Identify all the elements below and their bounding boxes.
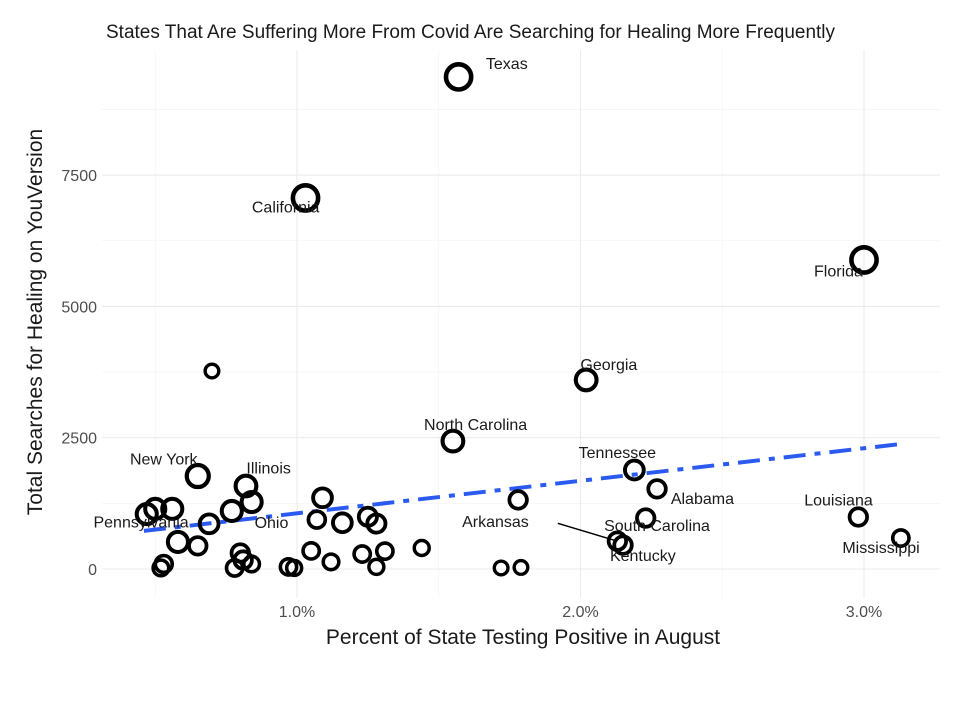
point xyxy=(239,489,264,515)
point-california xyxy=(290,183,321,213)
point-label: Louisiana xyxy=(804,492,873,509)
point xyxy=(151,558,171,578)
point-label: North Carolina xyxy=(424,417,527,434)
point-alabama xyxy=(646,478,668,500)
y-axis-title: Total Searches for Healing on YouVersion xyxy=(24,129,47,515)
point-new-york xyxy=(184,462,211,490)
label-connector xyxy=(557,522,618,542)
y-tick-label: 0 xyxy=(88,562,97,579)
point xyxy=(224,558,245,578)
point-illinois xyxy=(233,473,259,499)
point xyxy=(143,496,168,521)
point xyxy=(165,529,190,555)
point xyxy=(367,557,386,577)
y-tick-label: 2500 xyxy=(61,431,97,448)
point xyxy=(321,552,341,572)
point-florida xyxy=(849,245,879,275)
point-label: Illinois xyxy=(246,460,290,477)
point-tennessee xyxy=(623,458,646,482)
point-label: Mississippi xyxy=(842,540,919,557)
point xyxy=(197,512,221,536)
x-tick-label: 3.0% xyxy=(846,604,882,621)
y-tick-label: 7500 xyxy=(61,168,97,185)
point xyxy=(374,541,395,562)
point xyxy=(512,558,530,576)
point-label: Alabama xyxy=(671,491,734,508)
x-tick-label: 2.0% xyxy=(562,604,598,621)
point-label: Tennessee xyxy=(579,445,656,462)
point-georgia xyxy=(573,367,599,393)
point xyxy=(331,511,354,535)
point-label: Florida xyxy=(814,263,863,280)
point-label: Ohio xyxy=(255,515,289,532)
x-axis-title: Percent of State Testing Positive in Aug… xyxy=(326,626,720,649)
point-label: Georgia xyxy=(580,357,637,374)
point-label: California xyxy=(252,199,320,216)
point xyxy=(311,486,334,510)
point xyxy=(187,535,209,557)
point-louisiana xyxy=(847,506,869,528)
point xyxy=(301,540,322,561)
point xyxy=(203,362,221,380)
point-mississippi xyxy=(890,528,911,548)
point-arkansas xyxy=(507,489,529,511)
y-tick-label: 5000 xyxy=(61,299,97,316)
point xyxy=(412,538,431,558)
point xyxy=(352,544,373,564)
point xyxy=(492,559,510,577)
point-label: Texas xyxy=(486,56,528,73)
point xyxy=(365,512,388,535)
point-labels-group: Texas California Florida Georgia North Carol… xyxy=(93,56,919,565)
x-tick-label: 1.0% xyxy=(279,604,315,621)
point-label: Pennsylvania xyxy=(93,515,188,532)
point-north-carolina xyxy=(440,428,466,454)
point-label: South Carolina xyxy=(604,518,710,535)
trend-line xyxy=(143,442,902,533)
point xyxy=(242,554,262,574)
point xyxy=(284,558,304,578)
point-label: Kentucky xyxy=(610,548,676,565)
trend-line-group xyxy=(143,442,902,533)
point-label: Arkansas xyxy=(462,514,529,531)
point-label: New York xyxy=(130,451,199,468)
point-ohio xyxy=(219,498,244,524)
point xyxy=(306,509,328,530)
point-south-carolina xyxy=(635,507,657,529)
point xyxy=(160,496,185,521)
points-group xyxy=(134,61,911,578)
ticks-group: 1.0% 2.0% 3.0% 0 2500 5000 7500 xyxy=(61,168,882,621)
chart-title: States That Are Suffering More From Covi… xyxy=(106,22,836,43)
point xyxy=(606,530,628,552)
point-texas xyxy=(443,61,474,92)
